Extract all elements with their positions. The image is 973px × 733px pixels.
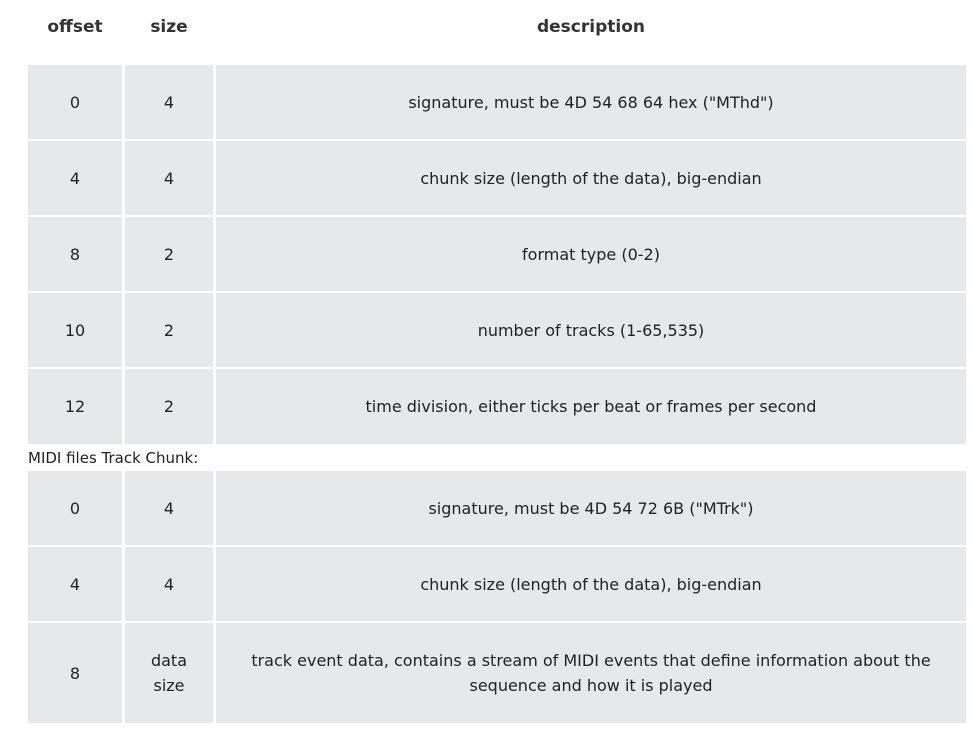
- size-cell: 2: [122, 293, 216, 367]
- offset-cell: 8: [28, 217, 122, 291]
- table-row: 4 4 chunk size (length of the data), big…: [28, 141, 966, 215]
- size-cell: 4: [122, 547, 216, 621]
- table-row: 0 4 signature, must be 4D 54 68 64 hex (…: [28, 65, 966, 139]
- description-cell: signature, must be 4D 54 68 64 hex ("MTh…: [216, 65, 966, 139]
- offset-cell: 0: [28, 65, 122, 139]
- column-header-offset: offset: [47, 17, 103, 37]
- table-row: 10 2 number of tracks (1-65,535): [28, 293, 966, 367]
- offset-cell: 4: [28, 141, 122, 215]
- table-row: 0 4 signature, must be 4D 54 72 6B ("MTr…: [28, 471, 966, 545]
- table-row: 4 4 chunk size (length of the data), big…: [28, 547, 966, 621]
- size-cell: 2: [122, 369, 216, 444]
- description-cell: chunk size (length of the data), big-end…: [216, 547, 966, 621]
- offset-cell: 12: [28, 369, 122, 444]
- size-cell: 4: [122, 471, 216, 545]
- size-cell: 2: [122, 217, 216, 291]
- size-cell: data size: [122, 623, 216, 723]
- offset-cell: 0: [28, 471, 122, 545]
- table-header: offset size description: [0, 0, 973, 54]
- size-cell: 4: [122, 141, 216, 215]
- column-header-size: size: [150, 17, 188, 37]
- description-cell: format type (0-2): [216, 217, 966, 291]
- description-cell: chunk size (length of the data), big-end…: [216, 141, 966, 215]
- offset-cell: 10: [28, 293, 122, 367]
- table-row: 8 data size track event data, contains a…: [28, 623, 966, 723]
- offset-cell: 4: [28, 547, 122, 621]
- description-cell: signature, must be 4D 54 72 6B ("MTrk"): [216, 471, 966, 545]
- table-row: 12 2 time division, either ticks per bea…: [28, 369, 966, 444]
- column-header-description: description: [536, 17, 645, 37]
- description-cell: number of tracks (1-65,535): [216, 293, 966, 367]
- description-cell: track event data, contains a stream of M…: [216, 623, 966, 723]
- table-row: 8 2 format type (0-2): [28, 217, 966, 291]
- offset-cell: 8: [28, 623, 122, 723]
- size-cell: 4: [122, 65, 216, 139]
- track-chunk-label: MIDI files Track Chunk:: [28, 449, 199, 467]
- description-cell: time division, either ticks per beat or …: [216, 369, 966, 444]
